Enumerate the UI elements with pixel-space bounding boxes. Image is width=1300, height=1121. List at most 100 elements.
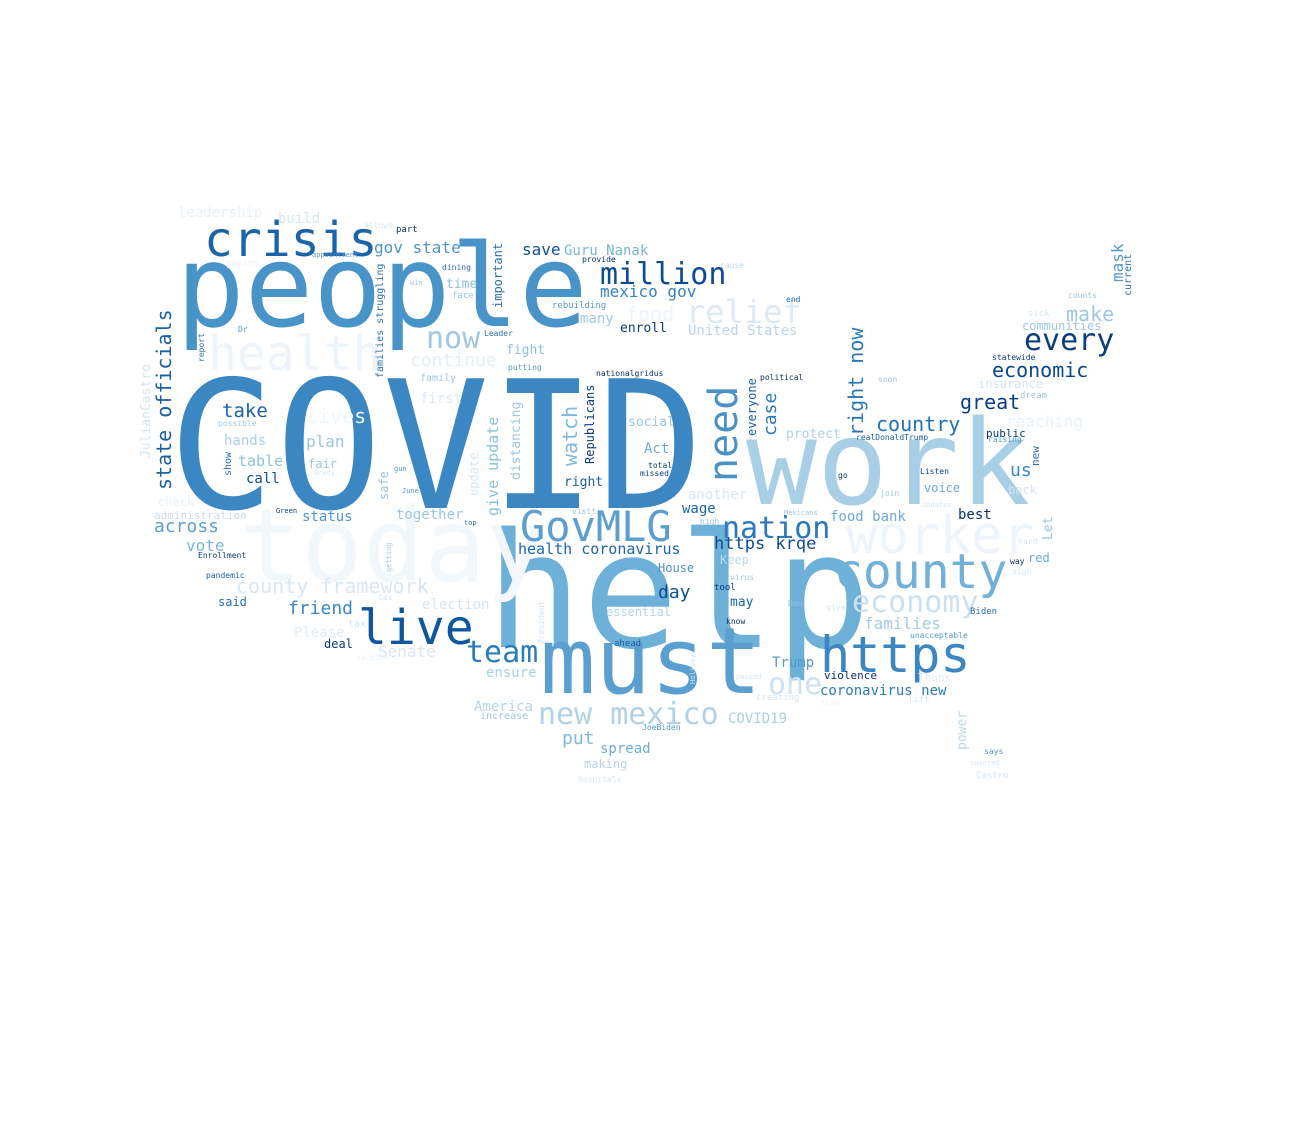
word-face: face [452,291,474,301]
word-food-bank: food bank [830,509,906,525]
word-red: red [1028,551,1050,565]
word-enroll: enroll [620,321,667,336]
word-live: live [358,600,474,656]
word-let: Let [1041,516,1056,540]
word-joebiden: JoeBiden [642,723,681,732]
word-families: families [864,614,942,633]
word-president: President [537,600,546,644]
word-current: current [1123,253,1134,296]
word-vaccine: vaccine [356,653,390,662]
word-don: Don [788,599,803,608]
word-creating: creating [756,693,800,703]
word-worker: worker [846,506,1034,566]
word-paying: paying [226,259,259,269]
word-families-struggling: families struggling [375,263,386,378]
word-help: help [486,498,872,685]
word-virus: virus [730,573,755,582]
word-https: https [820,626,971,684]
word-find: find [820,699,840,708]
word-plan: plan [306,432,345,451]
word-dr: Dr [238,325,248,334]
word-allows: allows [364,221,393,230]
word-build: build [278,211,321,227]
word-provide: provide [582,255,616,264]
word-hard: hard [1018,537,1038,546]
word-ensure: ensure [486,665,537,681]
word-end: end [786,295,801,304]
word-cause: cause [720,261,745,270]
word-give: give [826,603,846,612]
word-power: power [955,710,970,750]
word-leadership: leadership [178,205,263,221]
word-senate: Senate [378,642,436,661]
word-trump: Trump [772,655,815,671]
word-important: important [491,242,505,308]
word-top: top [464,519,477,527]
word-tax: tax [348,619,367,630]
word-vote: vote [186,536,225,555]
word-time: time [446,277,478,292]
word-make: make [1066,302,1115,326]
word-missed: missed [640,469,669,478]
word-together: together [396,507,464,523]
word-sign: sign [1012,567,1032,576]
word-watch: watch [558,405,582,466]
word-increase: increase [480,711,529,722]
word-mexico-gov: mexico gov [600,282,697,301]
word-distancing: distancing [509,401,524,480]
word-deal: deal [324,637,353,651]
word-many: many [580,311,614,327]
word-family: family [420,373,457,384]
word-another: another [688,487,748,503]
word-tax2: tax [378,593,393,602]
word-new-mexico: new mexico [538,697,719,732]
word-social: social [628,415,675,430]
word-now: now [426,321,481,356]
word-getting: getting [385,542,393,572]
word-guru-nanak: Guru Nanak [564,243,649,259]
word-govmlg: GovMLG [520,502,672,551]
word-tool: tool [714,583,736,593]
word-statewide: statewide [992,353,1036,362]
word-counts: counts [1068,291,1097,300]
word-friend: friend [288,598,354,619]
word-america: America [474,699,534,715]
word-us: us [1010,460,1032,481]
word-gov-state: gov state [374,238,461,257]
word-relief: relief [686,293,802,331]
word-call: call [246,471,280,487]
word-join: join [880,489,900,498]
word-people: people [176,220,588,353]
word-show: show [223,451,234,476]
word-please: Please [294,625,345,641]
word-election: election [422,597,490,613]
word-fight: fight [506,343,546,358]
word-administration: administration [154,509,247,522]
word-ahead: ahead [614,639,642,649]
word-hands: hands [224,433,267,449]
word-spread: spread [600,741,651,757]
word-crisis: crisis [204,212,378,268]
word-violence: violence [824,669,877,682]
word-republicans: Republicans [583,384,597,464]
word-county-framework: county framework [236,574,429,598]
word-pandemic: pandemic [206,571,245,580]
word-status: status [302,509,353,525]
word-united-states: United States [688,323,798,339]
word-safe: safe [377,471,391,500]
word-castro: Castro [976,771,1009,781]
word-economic: economic [992,358,1089,382]
word-updates: updates [922,501,952,509]
word-nationalgridus: nationalgridus [596,369,664,378]
word-lives: lives [306,404,367,428]
word-making: making [584,757,628,771]
word-great: great [960,390,1021,414]
word-putting: putting [508,363,542,372]
word-case: case [760,392,781,436]
word-day: day [658,582,691,603]
word-put: put [562,728,595,749]
word-across: across [154,516,220,537]
word-way: way [1010,557,1025,566]
word-biden: Biden [970,607,998,617]
